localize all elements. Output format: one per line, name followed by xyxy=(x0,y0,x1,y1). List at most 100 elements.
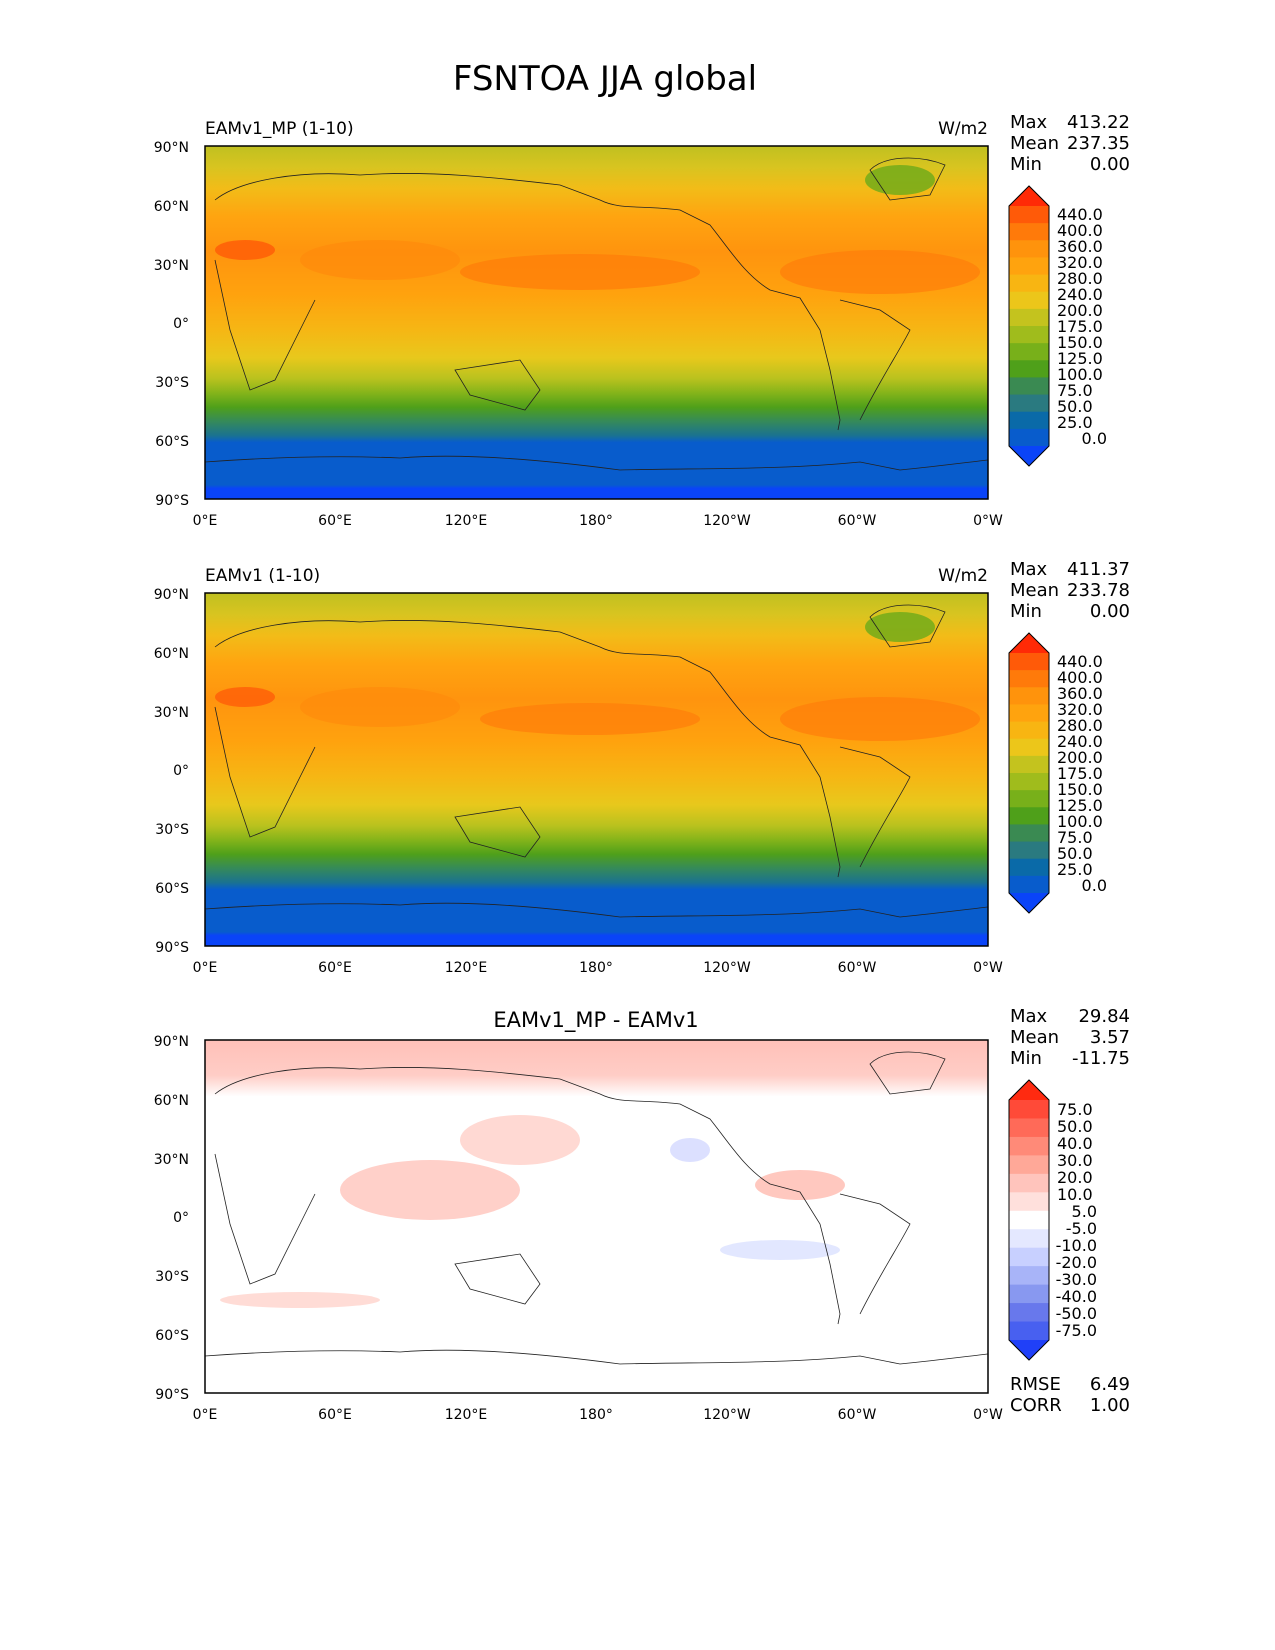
panel-units: W/m2 xyxy=(938,566,988,586)
colorbar-label: 280.0 xyxy=(1057,269,1103,288)
colorbar: 440.0 400.0 360.0 320.0 280.0 240.0 200.… xyxy=(1008,632,1107,914)
colorbar-label: 50.0 xyxy=(1057,844,1093,863)
panel-1: EAMv1 (1-10) W/m2 90°N 60°N 30°N 0° xyxy=(154,559,1130,976)
stats: Max 411.37 Mean 233.78 Min 0.00 xyxy=(1010,559,1130,622)
colorbar-label: 320.0 xyxy=(1057,700,1103,719)
lon-tick-label: 60°W xyxy=(838,960,877,976)
colorbar-band xyxy=(1009,343,1049,361)
map-field xyxy=(205,1040,988,1393)
colorbar-band xyxy=(1009,274,1049,293)
coastlines xyxy=(204,1051,989,1365)
colorbar-label: 200.0 xyxy=(1057,748,1103,767)
colorbar-band xyxy=(1009,377,1049,396)
lat-tick-label: 90°N xyxy=(154,140,189,156)
colorbar-band xyxy=(1009,670,1049,688)
coastlines xyxy=(204,157,989,471)
stat-label: Min xyxy=(1010,601,1042,622)
field-feature xyxy=(720,1240,840,1260)
panel-units: W/m2 xyxy=(938,119,988,139)
colorbar-outline xyxy=(1008,632,1050,914)
lon-tick-label: 180° xyxy=(579,513,613,529)
colorbar-band xyxy=(1009,738,1049,757)
stat-label: RMSE xyxy=(1010,1374,1061,1395)
panel-title-left: EAMv1_MP (1-10) xyxy=(205,119,354,139)
colorbar-label: 200.0 xyxy=(1057,301,1103,320)
lat-tick-label: 30°N xyxy=(154,258,189,274)
colorbar-label: 75.0 xyxy=(1057,1100,1093,1119)
lat-tick-label: 60°S xyxy=(155,881,189,897)
colorbar-band xyxy=(1009,1136,1049,1156)
colorbar-label: -30.0 xyxy=(1056,1270,1097,1289)
stat-label: Mean xyxy=(1010,133,1059,154)
colorbar-label: 400.0 xyxy=(1057,221,1103,240)
colorbar-label: 100.0 xyxy=(1057,365,1103,384)
colorbar-band xyxy=(1009,1284,1049,1304)
field-feature xyxy=(300,687,460,727)
stat-value: 0.00 xyxy=(1090,601,1130,622)
colorbar-band xyxy=(1009,1173,1049,1193)
colorbar-band xyxy=(1009,790,1049,808)
colorbar-band xyxy=(1009,704,1049,723)
field-feature xyxy=(670,1138,710,1162)
lat-tick-label: 0° xyxy=(173,316,189,332)
stat-value: 6.49 xyxy=(1090,1374,1130,1395)
colorbar-label: 10.0 xyxy=(1057,1185,1093,1204)
field-feature xyxy=(865,612,935,642)
colorbar-band xyxy=(1009,824,1049,843)
colorbar-band xyxy=(1009,326,1049,344)
colorbar-label: 125.0 xyxy=(1057,349,1103,368)
lat-tick-label: 0° xyxy=(173,763,189,779)
lat-tick-label: 90°S xyxy=(155,940,189,956)
stat-label: Mean xyxy=(1010,1027,1059,1048)
lon-tick-label: 180° xyxy=(579,960,613,976)
colorbar-label: -75.0 xyxy=(1056,1321,1097,1340)
colorbar-band xyxy=(1009,653,1049,671)
lat-tick-label: 30°S xyxy=(155,375,189,391)
colorbar-label: 150.0 xyxy=(1057,333,1103,352)
lon-tick-label: 180° xyxy=(579,1407,613,1423)
colorbar-label: 125.0 xyxy=(1057,796,1103,815)
lon-tick-label: 0°E xyxy=(193,960,218,976)
lat-tick-label: 60°N xyxy=(154,646,189,662)
stat-value: 411.37 xyxy=(1067,559,1130,580)
lat-tick-label: 90°N xyxy=(154,1034,189,1050)
map-frame xyxy=(204,145,989,500)
lon-tick-label: 120°E xyxy=(445,1407,488,1423)
stat-value: 3.57 xyxy=(1090,1027,1130,1048)
colorbar-band xyxy=(1009,240,1049,259)
colorbar-band xyxy=(1009,291,1049,310)
colorbar-label: 50.0 xyxy=(1057,397,1093,416)
colorbar-labels: 440.0 400.0 360.0 320.0 280.0 240.0 200.… xyxy=(1057,652,1107,895)
lat-tick-label: 60°S xyxy=(155,1328,189,1344)
colorbar-label: 30.0 xyxy=(1057,1151,1093,1170)
stat-label: Max xyxy=(1010,112,1048,133)
lat-tick-label: 90°N xyxy=(154,587,189,603)
colorbar-label: -50.0 xyxy=(1056,1304,1097,1323)
field-feature xyxy=(480,703,700,735)
stat-value: 29.84 xyxy=(1078,1006,1130,1027)
lon-axis: 0°E 60°E 120°E 180° 120°W 60°W 0°W xyxy=(193,960,1003,976)
stat-value: 233.78 xyxy=(1067,580,1130,601)
lon-tick-label: 120°E xyxy=(445,513,488,529)
colorbar-band xyxy=(1009,1303,1049,1323)
colorbar-outline xyxy=(1008,1079,1050,1361)
colorbar-band xyxy=(1009,257,1049,276)
colorbar: 75.0 50.0 40.0 30.0 20.0 10.0 5.0 -5.0 -… xyxy=(1008,1079,1097,1361)
lon-tick-label: 60°W xyxy=(838,513,877,529)
colorbar-band xyxy=(1009,1155,1049,1175)
colorbar-label: -40.0 xyxy=(1056,1287,1097,1306)
stat-value: 0.00 xyxy=(1090,154,1130,175)
lat-tick-label: 90°S xyxy=(155,1387,189,1403)
map-area xyxy=(204,592,989,947)
field-feature xyxy=(460,254,700,290)
coastlines xyxy=(204,604,989,918)
colorbar-band xyxy=(1009,841,1049,860)
stat-value: 237.35 xyxy=(1067,133,1130,154)
colorbar-label: 0.0 xyxy=(1082,876,1107,895)
lat-axis: 90°N 60°N 30°N 0° 30°S 60°S 90°S xyxy=(154,1034,189,1403)
lon-tick-label: 60°W xyxy=(838,1407,877,1423)
colorbar-extend-min xyxy=(1009,893,1049,913)
map-area xyxy=(204,1039,989,1394)
colorbar-band xyxy=(1009,1229,1049,1249)
